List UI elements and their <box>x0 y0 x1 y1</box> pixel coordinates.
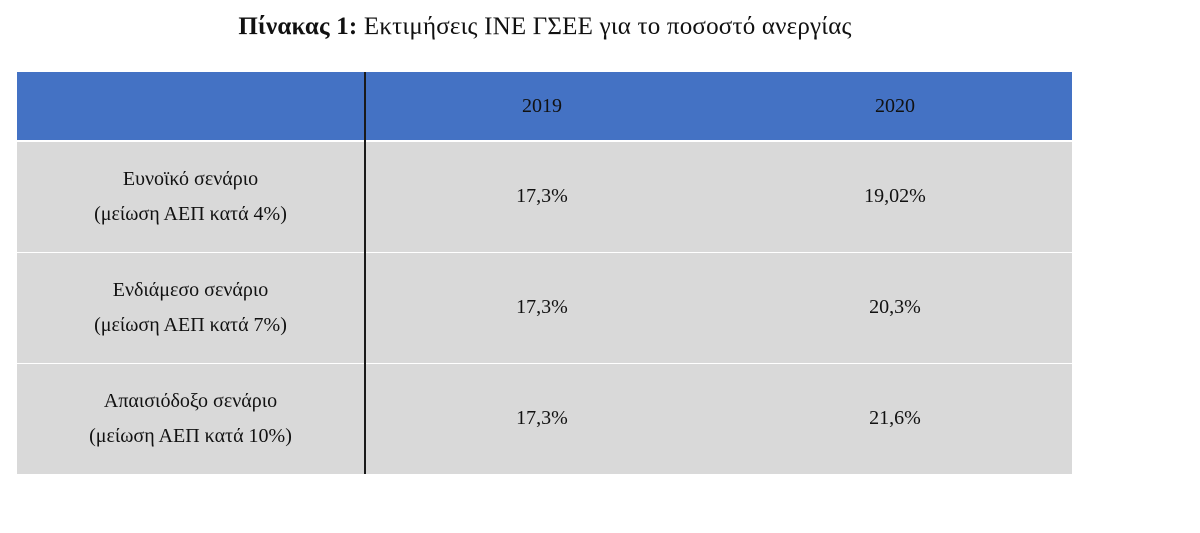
table-caption: Πίνακας 1: Εκτιμήσεις ΙΝΕ ΓΣΕΕ για το πο… <box>0 10 1090 44</box>
value-cell-2020: 21,6% <box>718 362 1072 474</box>
scenario-note: (μείωση ΑΕΠ κατά 7%) <box>94 313 287 336</box>
table-row: Ενδιάμεσο σενάριο (μείωση ΑΕΠ κατά 7%) 1… <box>17 251 1072 363</box>
value-cell-2019: 17,3% <box>365 140 718 252</box>
scenario-name: Ευνοϊκό σενάριο <box>122 167 259 190</box>
value-cell-2019: 17,3% <box>365 362 718 474</box>
scenario-cell: Ενδιάμεσο σενάριο (μείωση ΑΕΠ κατά 7%) <box>17 251 366 363</box>
unemployment-table: 2019 2020 Ευνοϊκό σενάριο (μείωση ΑΕΠ κα… <box>17 72 1072 474</box>
table-row: Απαισιόδοξο σενάριο (μείωση ΑΕΠ κατά 10%… <box>17 362 1072 474</box>
scenario-cell: Ευνοϊκό σενάριο (μείωση ΑΕΠ κατά 4%) <box>17 140 366 252</box>
value-cell-2020: 20,3% <box>718 251 1072 363</box>
header-year-2020: 2020 <box>718 72 1072 141</box>
scenario-name: Απαισιόδοξο σενάριο <box>103 389 278 412</box>
scenario-name: Ενδιάμεσο σενάριο <box>112 278 269 301</box>
scenario-note: (μείωση ΑΕΠ κατά 10%) <box>89 424 292 447</box>
scenario-cell: Απαισιόδοξο σενάριο (μείωση ΑΕΠ κατά 10%… <box>17 362 366 474</box>
table-row: Ευνοϊκό σενάριο (μείωση ΑΕΠ κατά 4%) 17,… <box>17 140 1072 252</box>
value-cell-2020: 19,02% <box>718 140 1072 252</box>
caption-label: Πίνακας 1: <box>238 13 358 40</box>
header-year-2019: 2019 <box>365 72 718 141</box>
value-cell-2019: 17,3% <box>365 251 718 363</box>
scenario-note: (μείωση ΑΕΠ κατά 4%) <box>94 202 287 225</box>
table-header-row: 2019 2020 <box>17 72 1072 141</box>
header-corner-cell <box>17 72 366 141</box>
caption-title: Εκτιμήσεις ΙΝΕ ΓΣΕΕ για το ποσοστό ανεργ… <box>363 13 852 40</box>
